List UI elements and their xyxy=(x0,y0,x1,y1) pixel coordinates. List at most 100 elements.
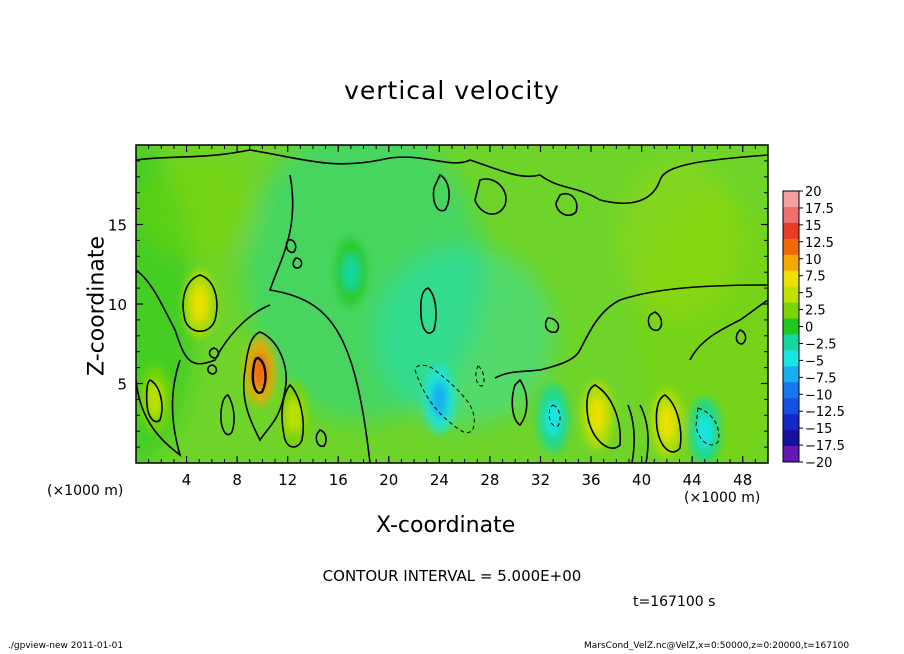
field-shade xyxy=(619,160,740,321)
contour-line xyxy=(689,299,768,361)
x-tick-label: 8 xyxy=(232,471,242,489)
time-label: t=167100 s xyxy=(633,594,716,610)
y-tick-label: 10 xyxy=(108,296,127,314)
contour-line xyxy=(655,394,682,453)
x-tick-label: 16 xyxy=(329,471,348,489)
contour-line xyxy=(548,404,561,427)
downdraft-core xyxy=(342,254,359,291)
footer-program: ./gpview-new 2011-01-01 xyxy=(8,641,124,651)
colorbar-label: −17.5 xyxy=(805,439,845,454)
colorbar-swatch xyxy=(783,414,799,431)
x-tick-label: 32 xyxy=(531,471,550,489)
colorbar-swatch xyxy=(783,191,799,208)
contour-line xyxy=(145,379,163,423)
x-tick-label: 28 xyxy=(480,471,499,489)
colorbar-swatch xyxy=(783,254,799,272)
colorbar-label: 17.5 xyxy=(805,202,834,217)
contour-line xyxy=(208,347,220,359)
contour-line xyxy=(281,383,305,448)
updraft-core xyxy=(658,405,675,442)
colorbar-label: −2.5 xyxy=(805,337,837,352)
contour-line xyxy=(695,407,720,446)
colorbar-swatch xyxy=(783,302,799,320)
colorbar-swatch xyxy=(783,446,799,463)
downdraft-core xyxy=(545,400,562,437)
contour-line xyxy=(242,331,287,442)
x-unit-label-right: (×1000 m) xyxy=(684,490,761,506)
contour-line xyxy=(136,359,182,458)
updraft-core xyxy=(191,286,208,322)
contour-line xyxy=(627,404,635,463)
x-tick-label: 4 xyxy=(182,471,192,489)
updraft-core xyxy=(589,397,606,434)
contour-line xyxy=(555,193,578,217)
contour-line xyxy=(511,378,528,427)
colorbar-swatch xyxy=(783,398,799,415)
x-tick-label: 48 xyxy=(733,471,752,489)
colorbar-label: 20 xyxy=(805,185,822,200)
colorbar: 20 17.5 15 12.5 10 7.5 5 2.5 0−2.5 −5 −7.5 −10 −12.5… xyxy=(782,185,845,471)
colorbar-swatch xyxy=(783,206,799,224)
contour-line xyxy=(136,269,271,365)
contour-line xyxy=(285,238,297,254)
x-axis-ticks: 4 8 12 16 20 24 28 32 36 40 44 48 xyxy=(148,145,769,489)
x-tick-label: 36 xyxy=(581,471,600,489)
contour-line xyxy=(315,429,327,448)
colorbar-swatch xyxy=(783,350,799,367)
colorbar-label: −5 xyxy=(805,354,824,369)
field-shade xyxy=(374,245,555,426)
contour-line xyxy=(251,356,267,394)
contour-line xyxy=(586,384,622,449)
velocity-field xyxy=(136,145,768,463)
colorbar-label: −15 xyxy=(805,422,832,437)
colorbar-swatch xyxy=(783,334,799,351)
colorbar-label: 10 xyxy=(805,253,822,268)
contour-interval-label: CONTOUR INTERVAL = 5.000E+00 xyxy=(322,567,582,585)
colorbar-swatch xyxy=(783,318,799,335)
contour-line xyxy=(639,404,649,463)
colorbar-label: −20 xyxy=(805,456,832,471)
chart-title: vertical velocity xyxy=(344,76,560,105)
colorbar-label: 2.5 xyxy=(805,304,826,319)
field-shade xyxy=(139,158,260,259)
downdraft-core xyxy=(696,413,713,450)
x-tick-label: 40 xyxy=(632,471,651,489)
contour-line xyxy=(220,394,235,436)
y-tick-label: 15 xyxy=(108,217,127,235)
colorbar-swatch xyxy=(783,430,799,447)
colorbar-swatch xyxy=(783,238,799,256)
colorbar-swatch xyxy=(783,382,799,399)
colorbar-label: −10 xyxy=(805,388,832,403)
x-tick-label: 12 xyxy=(278,471,297,489)
colorbar-label: 12.5 xyxy=(805,236,834,251)
colorbar-label: 15 xyxy=(805,219,822,234)
contour-line xyxy=(207,364,218,375)
contour-line xyxy=(474,178,507,215)
colorbar-label: 7.5 xyxy=(805,270,826,285)
x-tick-label: 44 xyxy=(683,471,702,489)
x-unit-label-left: (×1000 m) xyxy=(47,483,124,499)
contour-line xyxy=(182,274,218,333)
contour-line xyxy=(647,311,663,332)
footer-source: MarsCond_VelZ.nc@VelZ,x=0:50000,z=0:2000… xyxy=(584,641,850,651)
contour-line xyxy=(735,329,747,345)
colorbar-swatch xyxy=(783,366,799,383)
x-tick-label: 20 xyxy=(379,471,398,489)
x-tick-label: 24 xyxy=(430,471,449,489)
contour-line xyxy=(432,173,450,212)
colorbar-label: −7.5 xyxy=(805,371,837,386)
colorbar-label: 0 xyxy=(805,321,813,336)
contour-line xyxy=(475,365,485,387)
contour-line xyxy=(292,257,303,269)
contour-line xyxy=(268,174,371,463)
contour-lines xyxy=(136,149,768,463)
x-axis-label: X-coordinate xyxy=(376,513,516,538)
contour-line xyxy=(414,364,475,433)
colorbar-label: −12.5 xyxy=(805,405,845,420)
contour-line xyxy=(494,284,768,379)
updraft-core xyxy=(286,397,302,434)
plot-area xyxy=(136,145,768,463)
contour-line xyxy=(419,287,437,334)
y-tick-label: 5 xyxy=(117,376,127,394)
